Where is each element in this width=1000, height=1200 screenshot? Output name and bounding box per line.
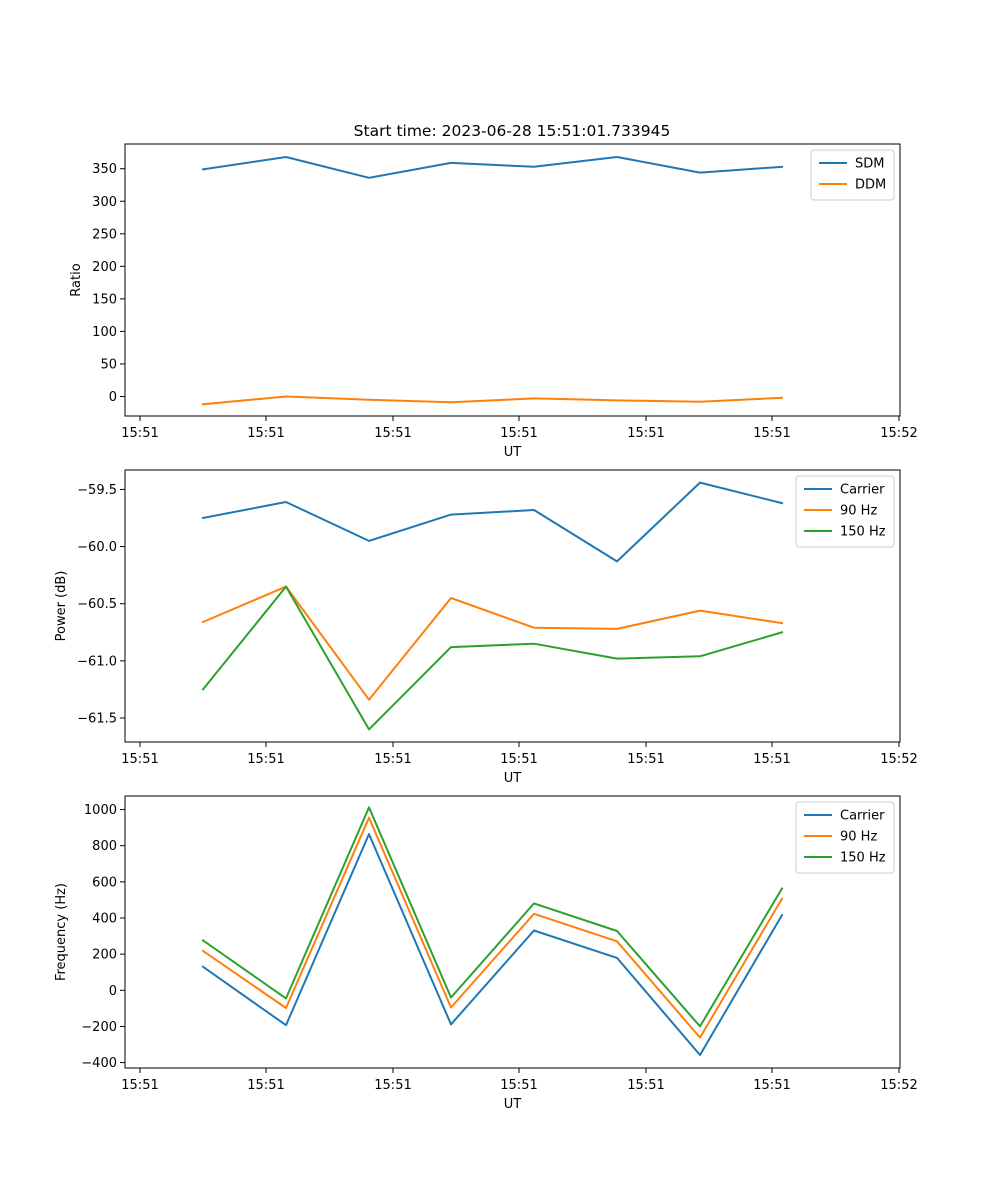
x-tick-label: 15:52 [880,752,917,767]
x-tick-label: 15:52 [880,426,917,441]
legend-label: 90 Hz [840,830,877,845]
legend-label: SDM [855,157,884,172]
y-tick-label: −61.5 [77,712,117,727]
y-tick-label: −60.5 [77,597,117,612]
plot-frame [124,143,901,417]
x-tick-label: 15:52 [880,1078,917,1093]
series-line-ddm [201,395,784,406]
series-line-carrier [201,833,784,1056]
legend-label: 150 Hz [840,851,886,866]
legend-label: DDM [855,178,886,193]
y-tick-label: 1000 [84,803,117,818]
legend-box [795,475,895,548]
y-tick-label: 800 [92,839,117,854]
legend-label: Carrier [840,483,885,498]
x-tick-label: 15:51 [121,1078,158,1093]
legend-label: Carrier [840,809,885,824]
x-tick-label: 15:51 [753,1078,790,1093]
y-tick-label: 350 [92,162,117,177]
series-line-sdm [201,156,784,179]
x-tick-label: 15:51 [627,1078,664,1093]
y-tick-label: 250 [92,227,117,242]
legend: SDM DDM [810,149,895,201]
x-axis-label: UT [504,771,522,786]
x-tick-label: 15:51 [500,1078,537,1093]
x-tick-label: 15:51 [500,752,537,767]
x-tick-label: 15:51 [500,426,537,441]
chart-panel-1: 15:51 15:51 15:51 15:51 15:51 15:51 15:52 0 50 10… [69,143,918,460]
legend-box [795,801,895,874]
y-tick-label: 100 [92,325,117,340]
y-tick-label: −61.0 [77,654,117,669]
plot-frame [124,469,901,743]
y-tick-label: 50 [100,357,117,372]
y-tick-label: −200 [81,1020,117,1035]
charts-container: 15:51 15:51 15:51 15:51 15:51 15:51 15:52 0 50 10… [54,143,918,1112]
y-tick-label: −60.0 [77,540,117,555]
x-tick-label: 15:51 [247,426,284,441]
legend-label: 90 Hz [840,504,877,519]
y-tick-label: 600 [92,875,117,890]
x-tick-label: 15:51 [374,1078,411,1093]
series-line-90-hz [201,816,784,1039]
chart-panel-3: 15:51 15:51 15:51 15:51 15:51 15:51 15:52 −400 −… [54,795,918,1112]
y-tick-label: 0 [109,390,117,405]
y-tick-label: 150 [92,292,117,307]
y-tick-label: 400 [92,911,117,926]
plot-frame [124,795,901,1069]
series-line-150-hz [201,806,784,1028]
y-tick-label: 200 [92,260,117,275]
legend: Carrier 90 Hz 150 Hz [795,801,895,874]
x-tick-label: 15:51 [374,752,411,767]
y-tick-label: 0 [109,984,117,999]
x-tick-label: 15:51 [627,752,664,767]
y-tick-label: 300 [92,195,117,210]
y-axis-label: Frequency (Hz) [54,883,69,981]
y-axis-label: Ratio [69,263,84,296]
legend: Carrier 90 Hz 150 Hz [795,475,895,548]
x-tick-label: 15:51 [121,426,158,441]
x-axis-label: UT [504,445,522,460]
x-tick-label: 15:51 [753,752,790,767]
y-tick-label: −400 [81,1056,117,1071]
x-tick-label: 15:51 [121,752,158,767]
y-tick-label: −59.5 [77,483,117,498]
figure-title: Start time: 2023-06-28 15:51:01.733945 [354,122,671,140]
x-tick-label: 15:51 [627,426,664,441]
series-line-90-hz [201,585,784,701]
chart-panel-2: 15:51 15:51 15:51 15:51 15:51 15:51 15:52 −61.5… [54,469,918,786]
y-axis-label: Power (dB) [54,571,69,642]
x-tick-label: 15:51 [753,426,790,441]
legend-label: 150 Hz [840,525,886,540]
x-tick-label: 15:51 [374,426,411,441]
series-line-carrier [201,481,784,563]
y-tick-label: 200 [92,948,117,963]
series-line-150-hz [201,585,784,731]
x-axis-label: UT [504,1097,522,1112]
x-tick-label: 15:51 [247,752,284,767]
x-tick-label: 15:51 [247,1078,284,1093]
